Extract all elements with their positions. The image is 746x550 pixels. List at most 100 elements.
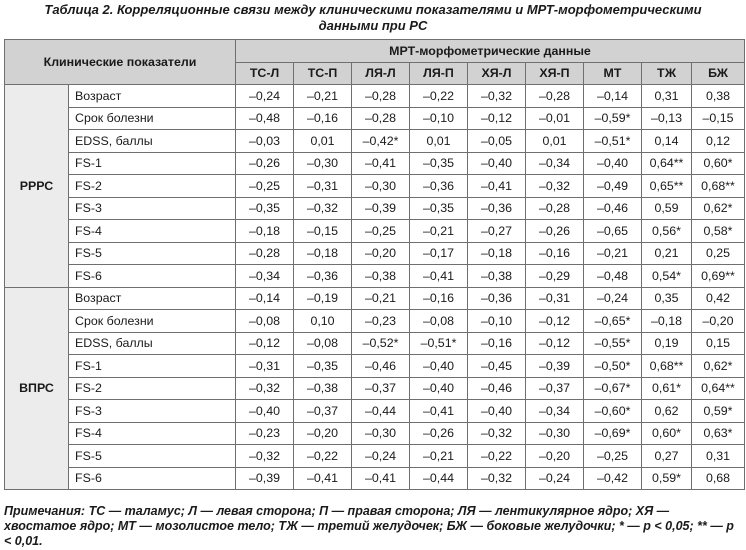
table-row: EDSS, баллы –0,03 0,01 –0,42* 0,01 –0,05 0,01–… <box>5 129 745 153</box>
indicator-label: FS-6 <box>68 466 236 490</box>
table-row: FS-1 –0,31 –0,35 –0,46 –0,40 –0,45 –0,39 –0,50*… <box>5 354 745 378</box>
indicator-label: FS-4 <box>68 219 236 243</box>
correlation-cell: 0,68 <box>691 466 745 490</box>
header-clinical: Клинические показатели <box>4 39 236 85</box>
correlation-cell: 0,01 <box>525 129 584 153</box>
correlation-cell: –0,28 <box>525 84 584 108</box>
correlation-cell: 0,58* <box>691 219 745 243</box>
correlation-cell: –0,36 <box>467 286 526 310</box>
table-row: FS-4 –0,18 –0,15 –0,25 –0,21 –0,27 –0,26 –0,65 0… <box>5 219 745 243</box>
indicator-label: EDSS, баллы <box>68 331 236 355</box>
table-row: FS-5 –0,28 –0,18 –0,20 –0,17 –0,18 –0,16 –0,21 0… <box>5 241 745 265</box>
correlation-cell: –0,25 <box>351 219 410 243</box>
correlation-cell: –0,38 <box>351 264 410 288</box>
correlation-cell: –0,39 <box>351 196 410 220</box>
correlation-cell: –0,36 <box>467 196 526 220</box>
indicator-label: FS-4 <box>68 421 236 445</box>
correlation-cell: –0,18 <box>235 219 294 243</box>
correlation-cell: –0,28 <box>351 106 410 130</box>
correlation-cell: 0,62* <box>691 354 745 378</box>
correlation-cell: 0,59 <box>641 196 692 220</box>
indicator-label: FS-2 <box>68 174 236 198</box>
group-label: ВПРС <box>4 286 69 490</box>
correlation-cell: 0,69** <box>691 264 745 288</box>
correlation-cell: –0,18 <box>467 241 526 265</box>
correlation-cell: –0,49 <box>583 174 642 198</box>
correlation-cell: –0,52* <box>351 331 410 355</box>
correlation-cell: 0,60* <box>691 151 745 175</box>
table-row: FS-1 –0,26 –0,30 –0,41 –0,35 –0,40 –0,34 –0,40 0… <box>5 151 745 175</box>
correlation-cell: –0,41 <box>467 174 526 198</box>
correlation-cell: –0,42 <box>583 466 642 490</box>
correlation-cell: –0,42* <box>351 129 410 153</box>
correlation-cell: –0,21 <box>293 84 352 108</box>
correlation-cell: 0,68** <box>641 354 692 378</box>
correlation-cell: –0,40 <box>467 151 526 175</box>
table-title: Таблица 2. Корреляционные связи между кл… <box>0 2 746 34</box>
correlation-cell: 0,64** <box>641 151 692 175</box>
column-header: ХЯ-П <box>525 61 584 85</box>
table-row: FS-2 –0,32 –0,38 –0,37 –0,40 –0,46 –0,37 –0,67*… <box>5 376 745 400</box>
indicator-label: FS-5 <box>68 241 236 265</box>
correlation-cell: –0,18 <box>293 241 352 265</box>
correlation-cell: 0,01 <box>293 129 352 153</box>
correlation-cell: –0,31 <box>525 286 584 310</box>
correlation-cell: 0,59* <box>641 466 692 490</box>
correlation-cell: –0,34 <box>525 151 584 175</box>
column-header: ТС-П <box>293 61 352 85</box>
correlation-cell: 0,64** <box>691 376 745 400</box>
column-header: ТС-Л <box>235 61 294 85</box>
correlation-cell: –0,26 <box>409 421 468 445</box>
correlation-cell: –0,32 <box>235 376 294 400</box>
correlation-cell: 0,21 <box>641 241 692 265</box>
correlation-cell: –0,48 <box>235 106 294 130</box>
indicator-label: Возраст <box>68 84 236 108</box>
correlation-cell: –0,12 <box>235 331 294 355</box>
indicator-label: FS-3 <box>68 399 236 423</box>
correlation-cell: –0,01 <box>525 106 584 130</box>
correlation-cell: –0,41 <box>409 264 468 288</box>
correlation-cell: 0,14 <box>641 129 692 153</box>
correlation-cell: –0,40 <box>409 376 468 400</box>
correlation-table: Клинические показатели МРТ-морфометричес… <box>4 39 745 490</box>
correlation-cell: –0,32 <box>467 84 526 108</box>
correlation-cell: –0,41 <box>351 466 410 490</box>
correlation-cell: –0,65 <box>583 219 642 243</box>
column-header: МТ <box>583 61 642 85</box>
correlation-cell: –0,38 <box>467 264 526 288</box>
correlation-cell: –0,12 <box>467 106 526 130</box>
indicator-label: EDSS, баллы <box>68 129 236 153</box>
correlation-cell: 0,10 <box>293 309 352 333</box>
correlation-cell: –0,30 <box>351 174 410 198</box>
table-row: РРРС Возраст –0,24 –0,21 –0,28 –0,22 –0,32 –0,2… <box>4 84 745 288</box>
correlation-cell: –0,24 <box>525 466 584 490</box>
correlation-cell: 0,12 <box>691 129 745 153</box>
indicator-label: FS-1 <box>68 151 236 175</box>
correlation-cell: –0,20 <box>691 309 745 333</box>
correlation-cell: 0,60* <box>641 421 692 445</box>
correlation-cell: –0,24 <box>351 444 410 468</box>
correlation-cell: –0,28 <box>525 196 584 220</box>
correlation-cell: –0,35 <box>235 196 294 220</box>
correlation-cell: –0,21 <box>409 444 468 468</box>
indicator-label: Срок болезни <box>68 106 236 130</box>
correlation-cell: 0,56* <box>641 219 692 243</box>
correlation-cell: 0,31 <box>641 84 692 108</box>
correlation-cell: –0,60* <box>583 399 642 423</box>
correlation-cell: –0,31 <box>293 174 352 198</box>
indicator-label: FS-3 <box>68 196 236 220</box>
correlation-cell: –0,37 <box>351 376 410 400</box>
correlation-cell: –0,40 <box>409 354 468 378</box>
correlation-cell: –0,35 <box>409 196 468 220</box>
table-title-line1: Таблица 2. Корреляционные связи между кл… <box>44 2 702 17</box>
correlation-cell: –0,22 <box>467 444 526 468</box>
correlation-cell: –0,16 <box>525 241 584 265</box>
correlation-cell: –0,08 <box>235 309 294 333</box>
correlation-cell: –0,22 <box>409 84 468 108</box>
indicator-label: FS-5 <box>68 444 236 468</box>
correlation-cell: –0,12 <box>525 309 584 333</box>
correlation-cell: –0,30 <box>525 421 584 445</box>
table-row: FS-3 –0,35 –0,32 –0,39 –0,35 –0,36 –0,28 –0,46 0… <box>5 196 745 220</box>
correlation-cell: –0,41 <box>409 399 468 423</box>
correlation-cell: –0,59* <box>583 106 642 130</box>
